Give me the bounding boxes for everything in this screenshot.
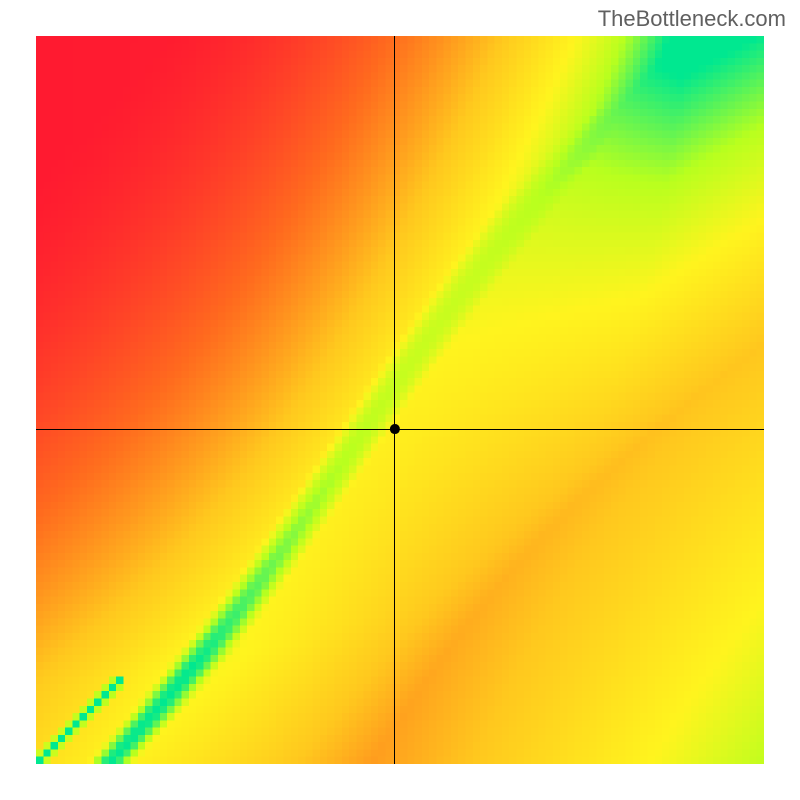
watermark-text: TheBottleneck.com [598, 6, 786, 32]
chart-container: TheBottleneck.com [0, 0, 800, 800]
marker-dot [0, 0, 800, 800]
